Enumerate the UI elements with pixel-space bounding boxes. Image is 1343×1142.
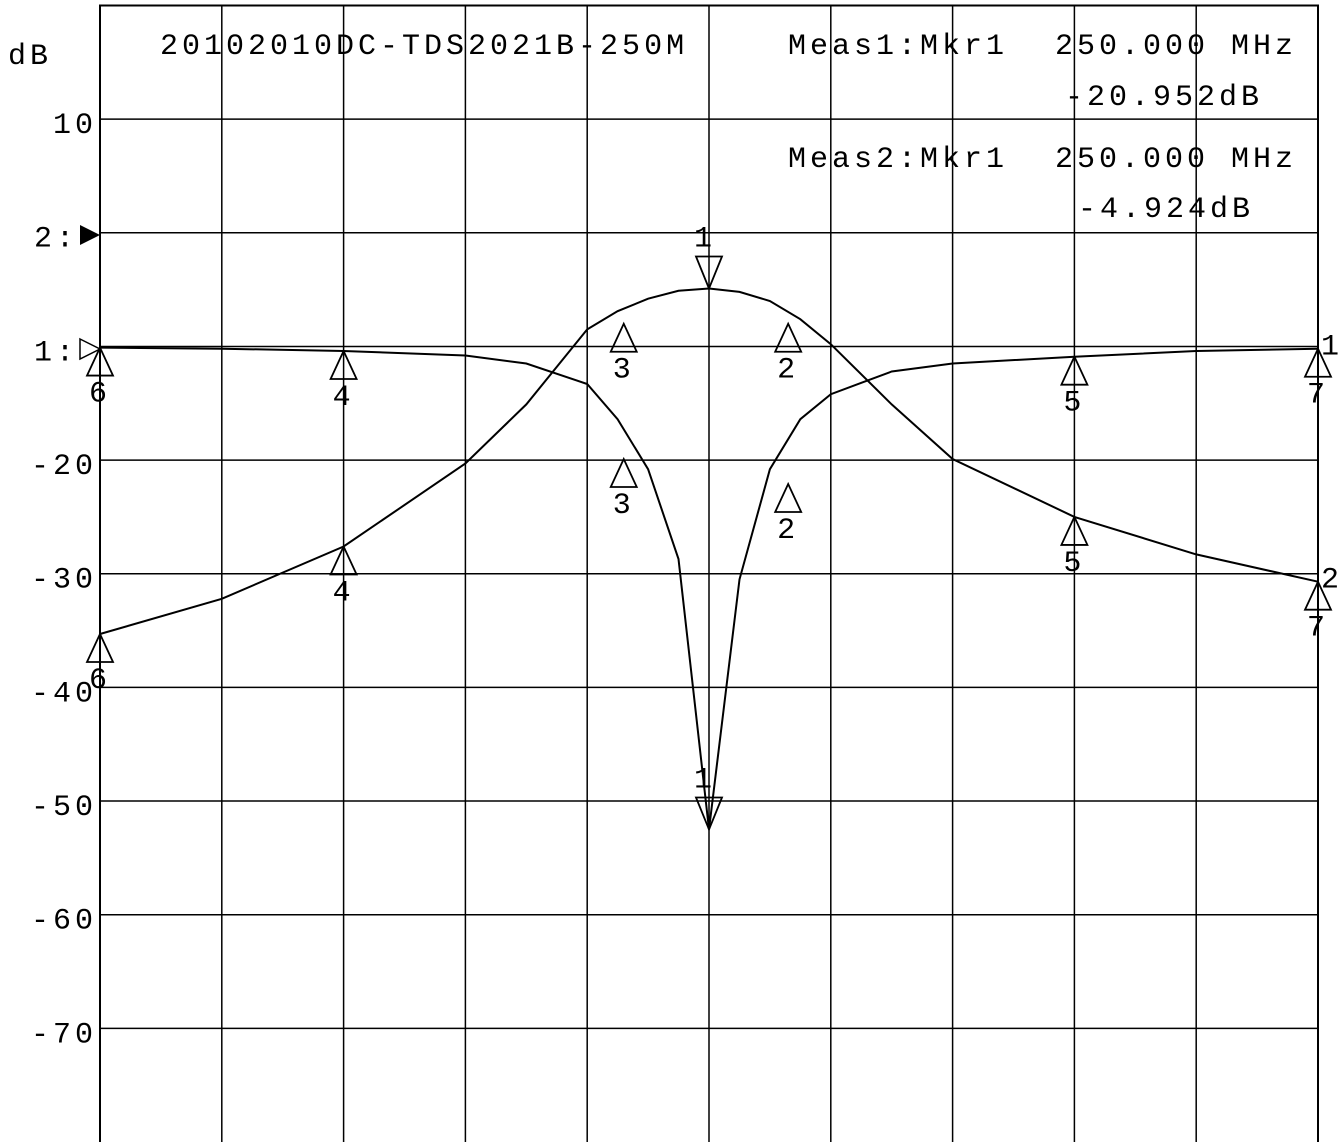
marker-label: 7 <box>1307 379 1329 413</box>
search-marker-label: 1 <box>694 222 716 256</box>
marker <box>609 321 639 353</box>
marker <box>1059 514 1089 546</box>
marker-label: 2 <box>777 354 799 388</box>
y-tick-label: -60 <box>31 905 97 939</box>
marker <box>329 348 359 380</box>
marker-label: 3 <box>613 354 635 388</box>
y-tick-label: -70 <box>31 1018 97 1052</box>
trace-label: 2 <box>1321 564 1343 598</box>
marker-label: 7 <box>1307 612 1329 646</box>
annotation: -20.952dB <box>1065 81 1263 115</box>
marker <box>609 456 639 488</box>
y-tick-label: -20 <box>31 450 97 484</box>
marker-label: 5 <box>1063 547 1085 581</box>
reference-marker <box>80 225 100 245</box>
marker-label: 5 <box>1063 387 1085 421</box>
marker <box>85 631 115 663</box>
search-marker-label: 1 <box>694 763 716 797</box>
annotation: 250.000 MHz <box>1055 143 1297 177</box>
y-tick-label: -40 <box>31 677 97 711</box>
y-tick-label: -30 <box>31 564 97 598</box>
marker-label: 2 <box>777 514 799 548</box>
marker-label: 3 <box>613 489 635 523</box>
marker <box>329 544 359 576</box>
marker <box>1303 579 1333 611</box>
annotation: Meas1:Mkr1 <box>788 30 1008 64</box>
annotation: Meas2:Mkr1 <box>788 143 1008 177</box>
annotation: -4.924dB <box>1078 193 1254 227</box>
y-tick-label: 10 <box>53 109 97 143</box>
marker <box>773 321 803 353</box>
marker <box>1303 346 1333 378</box>
search-marker <box>694 255 724 291</box>
y-tick-label: -50 <box>31 791 97 825</box>
annotation: 250.000 MHz <box>1055 30 1297 64</box>
marker <box>773 481 803 513</box>
marker <box>1059 354 1089 386</box>
reference-marker <box>79 337 102 361</box>
search-marker <box>694 796 724 832</box>
marker-label: 4 <box>333 576 355 610</box>
annotation: 20102010DC-TDS2021B-250M <box>160 30 688 64</box>
marker-label: 6 <box>89 378 111 412</box>
marker-label: 6 <box>89 664 111 698</box>
marker <box>85 345 115 377</box>
y-tick-label: 2: <box>34 223 78 257</box>
trace-label: 1 <box>1321 331 1343 365</box>
marker-label: 4 <box>333 381 355 415</box>
y-tick-label: 1: <box>34 336 78 370</box>
y-axis-label: dB <box>8 40 52 74</box>
